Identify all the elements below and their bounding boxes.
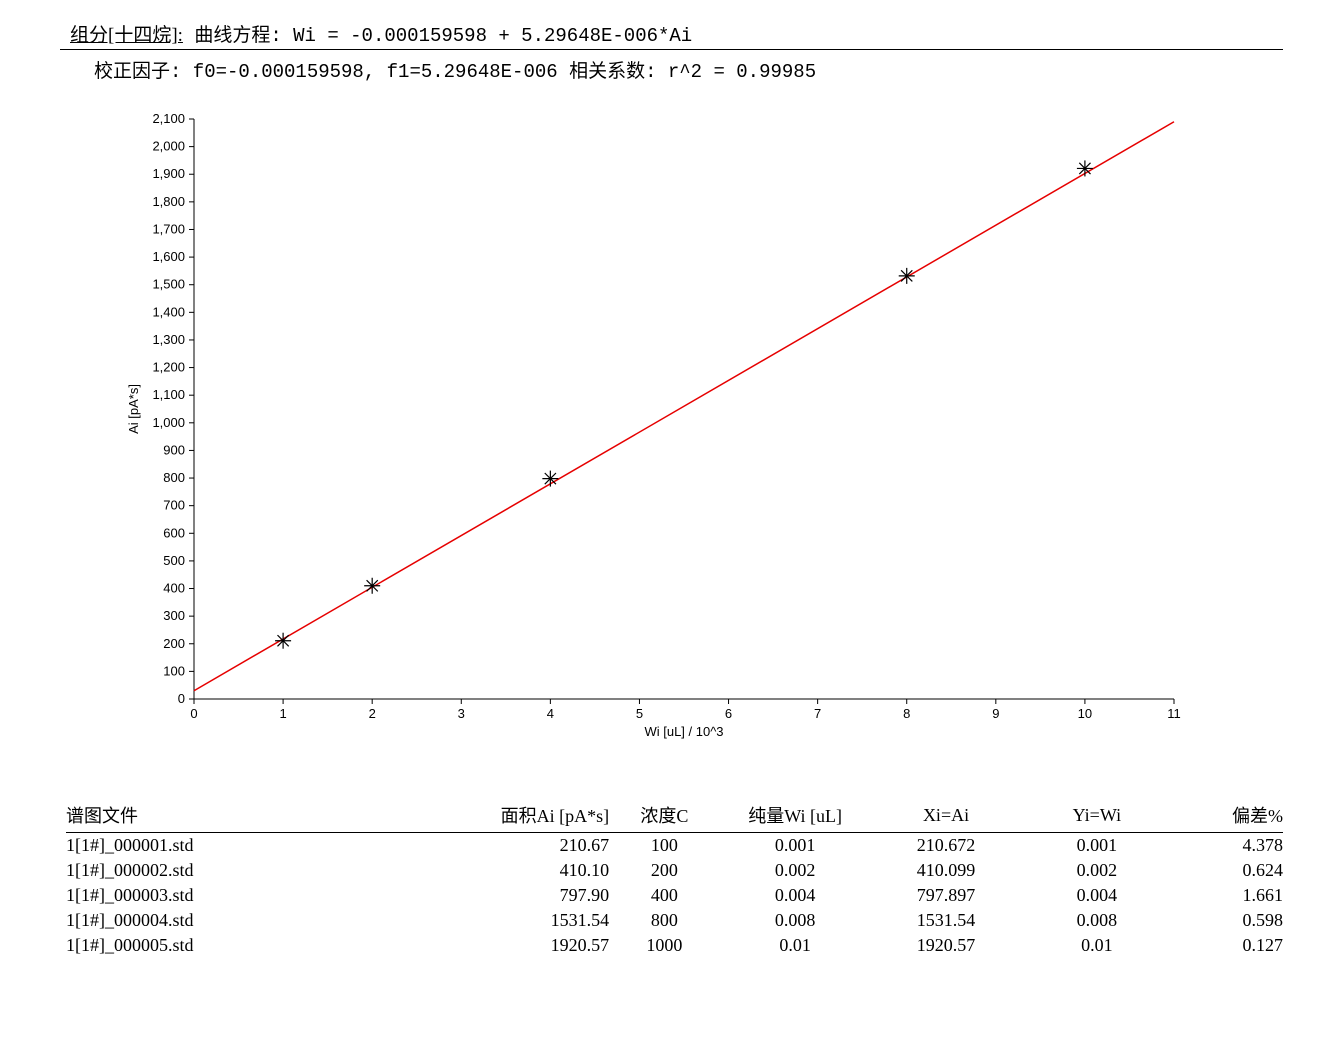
svg-text:1,600: 1,600 [152, 249, 185, 264]
cell-xi: 797.897 [871, 883, 1022, 908]
svg-text:1,700: 1,700 [152, 221, 185, 236]
svg-text:0: 0 [178, 691, 185, 706]
cell-wi: 0.01 [720, 933, 871, 958]
cell-ai: 410.10 [458, 858, 609, 883]
col-xi: Xi=Ai [871, 802, 1022, 833]
col-ai: 面积Ai [pA*s] [458, 802, 609, 833]
table-row: 1[1#]_000003.std797.904000.004797.8970.0… [66, 883, 1283, 908]
cell-yi: 0.01 [1021, 933, 1172, 958]
cell-file: 1[1#]_000002.std [66, 858, 458, 883]
table-row: 1[1#]_000002.std410.102000.002410.0990.0… [66, 858, 1283, 883]
svg-text:1,200: 1,200 [152, 360, 185, 375]
cell-dev: 0.598 [1172, 908, 1283, 933]
cell-ai: 797.90 [458, 883, 609, 908]
cell-xi: 1920.57 [871, 933, 1022, 958]
cell-dev: 4.378 [1172, 833, 1283, 859]
cell-xi: 410.099 [871, 858, 1022, 883]
svg-text:1,800: 1,800 [152, 194, 185, 209]
svg-text:3: 3 [458, 706, 465, 721]
header-line1: 组分[十四烷]: 曲线方程: Wi = -0.000159598 + 5.296… [60, 20, 1283, 50]
svg-text:600: 600 [163, 525, 185, 540]
svg-text:700: 700 [163, 498, 185, 513]
cell-c: 1000 [609, 933, 720, 958]
svg-text:7: 7 [814, 706, 821, 721]
cell-ai: 1531.54 [458, 908, 609, 933]
svg-text:100: 100 [163, 663, 185, 678]
cell-dev: 0.127 [1172, 933, 1283, 958]
table-row: 1[1#]_000001.std210.671000.001210.6720.0… [66, 833, 1283, 859]
svg-text:10: 10 [1078, 706, 1092, 721]
svg-text:200: 200 [163, 636, 185, 651]
cell-yi: 0.002 [1021, 858, 1172, 883]
cell-file: 1[1#]_000005.std [66, 933, 458, 958]
svg-text:11: 11 [1167, 706, 1181, 721]
cell-wi: 0.002 [720, 858, 871, 883]
svg-text:2,000: 2,000 [152, 139, 185, 154]
svg-text:1,400: 1,400 [152, 304, 185, 319]
cell-c: 800 [609, 908, 720, 933]
cell-wi: 0.001 [720, 833, 871, 859]
svg-text:1,300: 1,300 [152, 332, 185, 347]
svg-text:8: 8 [903, 706, 910, 721]
svg-text:1,100: 1,100 [152, 387, 185, 402]
cell-dev: 0.624 [1172, 858, 1283, 883]
table-row: 1[1#]_000005.std1920.5710000.011920.570.… [66, 933, 1283, 958]
cell-ai: 1920.57 [458, 933, 609, 958]
table-header-row: 谱图文件面积Ai [pA*s]浓度C纯量Wi [uL]Xi=AiYi=Wi偏差% [66, 802, 1283, 833]
svg-text:2,100: 2,100 [152, 111, 185, 126]
cell-c: 400 [609, 883, 720, 908]
cell-dev: 1.661 [1172, 883, 1283, 908]
svg-text:300: 300 [163, 608, 185, 623]
svg-text:1: 1 [279, 706, 286, 721]
calibration-chart: 0 1 2 3 4 5 6 7 8 9 10 11 0 100 200 300 400 500 600 700 800 9… [114, 109, 1184, 749]
svg-text:1,000: 1,000 [152, 415, 185, 430]
cell-c: 100 [609, 833, 720, 859]
cell-xi: 1531.54 [871, 908, 1022, 933]
header-line2: 校正因子: f0=-0.000159598, f1=5.29648E-006 相… [60, 50, 1283, 83]
svg-text:1,900: 1,900 [152, 166, 185, 181]
svg-text:5: 5 [636, 706, 643, 721]
cell-yi: 0.001 [1021, 833, 1172, 859]
cell-file: 1[1#]_000001.std [66, 833, 458, 859]
col-file: 谱图文件 [66, 802, 458, 833]
cell-ai: 210.67 [458, 833, 609, 859]
svg-text:4: 4 [547, 706, 554, 721]
cell-xi: 210.672 [871, 833, 1022, 859]
svg-text:Wi [uL] / 10^3: Wi [uL] / 10^3 [644, 724, 723, 739]
data-table-container: 谱图文件面积Ai [pA*s]浓度C纯量Wi [uL]Xi=AiYi=Wi偏差%… [66, 802, 1283, 958]
svg-text:6: 6 [725, 706, 732, 721]
header-line1-a: 组分[十四烷]: [70, 25, 183, 46]
col-c: 浓度C [609, 802, 720, 833]
col-dev: 偏差% [1172, 802, 1283, 833]
cell-wi: 0.008 [720, 908, 871, 933]
table-row: 1[1#]_000004.std1531.548000.0081531.540.… [66, 908, 1283, 933]
cell-file: 1[1#]_000004.std [66, 908, 458, 933]
col-wi: 纯量Wi [uL] [720, 802, 871, 833]
cell-file: 1[1#]_000003.std [66, 883, 458, 908]
cell-yi: 0.008 [1021, 908, 1172, 933]
svg-text:400: 400 [163, 581, 185, 596]
svg-text:800: 800 [163, 470, 185, 485]
svg-text:1,500: 1,500 [152, 277, 185, 292]
svg-text:500: 500 [163, 553, 185, 568]
col-yi: Yi=Wi [1021, 802, 1172, 833]
cell-c: 200 [609, 858, 720, 883]
cell-yi: 0.004 [1021, 883, 1172, 908]
data-table: 谱图文件面积Ai [pA*s]浓度C纯量Wi [uL]Xi=AiYi=Wi偏差%… [66, 802, 1283, 958]
svg-text:0: 0 [190, 706, 197, 721]
svg-text:9: 9 [992, 706, 999, 721]
cell-wi: 0.004 [720, 883, 871, 908]
svg-text:2: 2 [369, 706, 376, 721]
svg-text:900: 900 [163, 442, 185, 457]
svg-text:Ai [pA*s]: Ai [pA*s] [126, 384, 141, 434]
header-line1-b: 曲线方程: Wi = -0.000159598 + 5.29648E-006*A… [183, 25, 692, 47]
